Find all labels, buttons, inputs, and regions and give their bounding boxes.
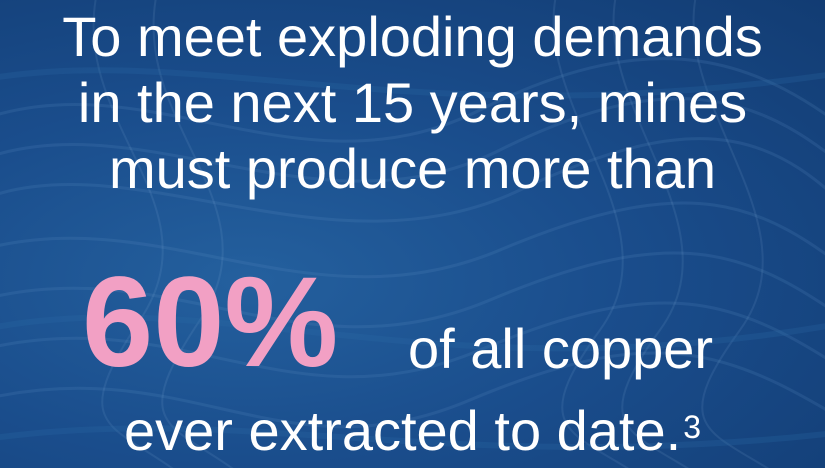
closing-line: ever extracted to date.3 <box>0 398 825 464</box>
headline: To meet exploding demands in the next 15… <box>0 0 825 202</box>
headline-line-3: must produce more than <box>109 137 716 200</box>
stat-row: 60% of all copper <box>0 258 825 388</box>
footnote-reference: 3 <box>683 409 701 445</box>
big-stat-value: 60% <box>82 251 339 394</box>
closing-text: ever extracted to date. <box>123 399 682 462</box>
headline-line-1: To meet exploding demands <box>62 5 763 68</box>
headline-line-2: in the next 15 years, mines <box>77 71 748 134</box>
stat-tail-text: of all copper <box>408 317 714 380</box>
